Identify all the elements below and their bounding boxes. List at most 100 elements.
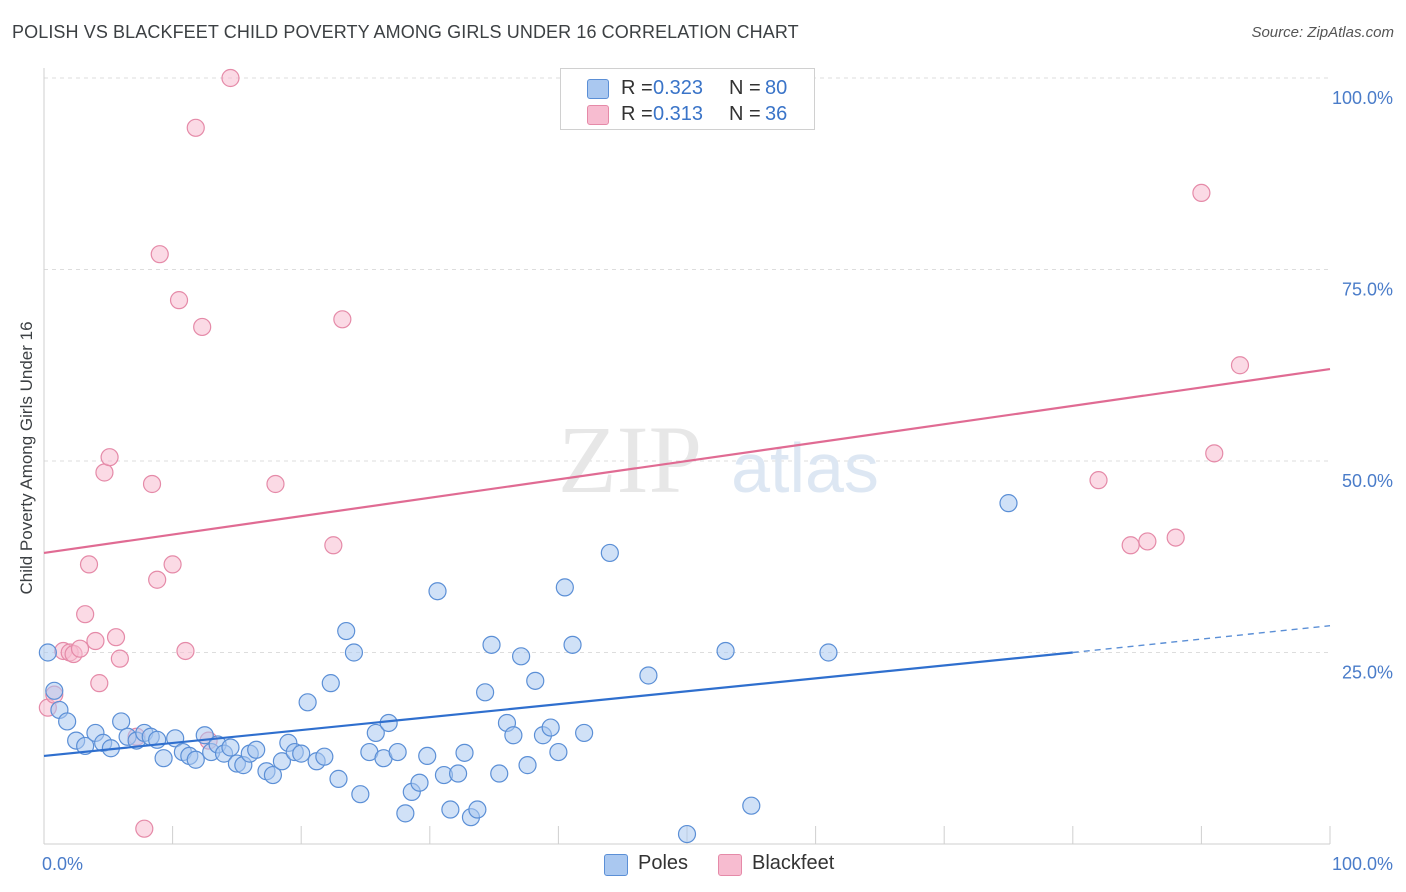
- poles-point: [639, 666, 658, 685]
- poles-point: [819, 643, 838, 662]
- poles-point: [247, 740, 266, 759]
- poles-point: [742, 796, 761, 815]
- legend-n-value: 80: [765, 77, 788, 99]
- poles-point: [337, 621, 356, 641]
- blackfeet-point: [1138, 532, 1157, 551]
- legend-n-label: N =: [729, 103, 761, 125]
- blackfeet-point: [150, 245, 169, 264]
- blackfeet-legend-swatch: [718, 854, 742, 876]
- poles-point: [518, 756, 537, 775]
- poles-legend-label: Poles: [638, 852, 689, 874]
- trend-lines: [43, 367, 1331, 758]
- watermark-zip: ZIP: [558, 406, 702, 513]
- blackfeet-point: [76, 605, 95, 624]
- watermark-atlas: atlas: [731, 429, 879, 507]
- poles-legend-swatch: [604, 854, 628, 876]
- blackfeet-point: [333, 310, 352, 329]
- blackfeet-point: [90, 674, 109, 693]
- blackfeet-point: [1230, 356, 1250, 375]
- poles-point: [329, 769, 348, 788]
- poles-point: [575, 723, 594, 743]
- poles-point: [512, 647, 531, 666]
- y-tick-label: 100.0%: [1332, 88, 1393, 108]
- blackfeet-point: [169, 291, 189, 310]
- poles-point: [272, 752, 292, 771]
- blackfeet-point: [1205, 444, 1224, 463]
- blackfeet-point: [106, 628, 126, 647]
- poles-point: [344, 643, 364, 662]
- blackfeet-point: [142, 474, 162, 494]
- poles-point: [600, 543, 619, 563]
- poles-point: [482, 635, 501, 654]
- blackfeet-point: [266, 474, 285, 494]
- blackfeet-point: [1121, 536, 1140, 555]
- blackfeet-trend-line: [43, 367, 1331, 555]
- blackfeet-point: [79, 555, 99, 574]
- legend-n-label: N =: [729, 77, 761, 99]
- poles-point: [396, 804, 415, 823]
- legend-r-value: 0.323: [653, 77, 704, 99]
- poles-point: [504, 726, 523, 745]
- legend-r-label: R =: [621, 77, 653, 99]
- legend-r-label: R =: [621, 103, 653, 125]
- poles-point: [58, 712, 77, 731]
- poles-point: [410, 773, 429, 792]
- poles-point: [379, 713, 398, 733]
- tick-labels: 25.0% 50.0% 75.0% 100.0% 0.0% 100.0%: [42, 88, 1393, 874]
- poles-point: [366, 723, 385, 743]
- source-label: Source: ZipAtlas.com: [1251, 24, 1394, 41]
- blackfeet-point: [86, 631, 105, 651]
- correlation-legend: R = 0.323 N = 80 R = 0.313 N = 36: [560, 68, 815, 130]
- poles-trend-line: [43, 651, 1073, 758]
- poles-point: [555, 578, 574, 597]
- poles-point: [154, 749, 173, 768]
- poles-point: [186, 750, 205, 769]
- poles-point: [76, 736, 95, 756]
- poles-point: [221, 738, 240, 757]
- poles-point: [38, 643, 57, 662]
- poles-trend-extension: [1072, 624, 1331, 654]
- blackfeet-point: [135, 819, 154, 838]
- poles-point: [448, 764, 468, 783]
- blackfeet-point: [1166, 528, 1185, 547]
- poles-point: [292, 744, 311, 763]
- poles-point: [541, 718, 560, 737]
- poles-point: [45, 681, 64, 700]
- legend-r-value: 0.313: [653, 103, 704, 125]
- blackfeet-point: [70, 639, 90, 658]
- poles-point: [677, 824, 697, 844]
- blackfeet-point: [186, 118, 205, 137]
- legend-n-value: 36: [765, 103, 788, 125]
- poles-point: [418, 746, 437, 766]
- y-tick-label: 50.0%: [1342, 471, 1393, 491]
- poles-point: [112, 712, 131, 731]
- blackfeet-legend-label: Blackfeet: [752, 852, 835, 874]
- poles-point: [526, 671, 545, 690]
- poles-point: [716, 641, 735, 661]
- y-tick-label: 75.0%: [1342, 280, 1393, 300]
- blackfeet-swatch: [587, 105, 609, 125]
- blackfeet-point: [193, 317, 212, 337]
- chart-title: POLISH VS BLACKFEET CHILD POVERTY AMONG …: [12, 22, 799, 42]
- poles-point: [388, 742, 407, 762]
- blackfeet-point: [221, 68, 240, 88]
- x-tick-label-max: 100.0%: [1332, 854, 1393, 874]
- blackfeet-point: [1192, 183, 1211, 202]
- poles-point: [321, 674, 340, 693]
- poles-point: [490, 764, 509, 783]
- blackfeet-point: [176, 641, 195, 661]
- blackfeet-point: [1089, 471, 1108, 490]
- poles-point: [441, 800, 460, 819]
- x-tick-label-min: 0.0%: [42, 854, 83, 874]
- blackfeet-point: [148, 570, 167, 589]
- poles-point: [298, 693, 317, 712]
- grid-lines: [44, 77, 1330, 653]
- blackfeet-point: [324, 536, 343, 555]
- blackfeet-point: [163, 555, 182, 574]
- poles-point: [475, 683, 495, 702]
- poles-point: [563, 635, 582, 654]
- poles-point: [315, 747, 334, 766]
- y-axis-label: Child Poverty Among Girls Under 16: [17, 321, 36, 594]
- poles-point: [468, 800, 487, 819]
- poles-swatch: [587, 79, 609, 99]
